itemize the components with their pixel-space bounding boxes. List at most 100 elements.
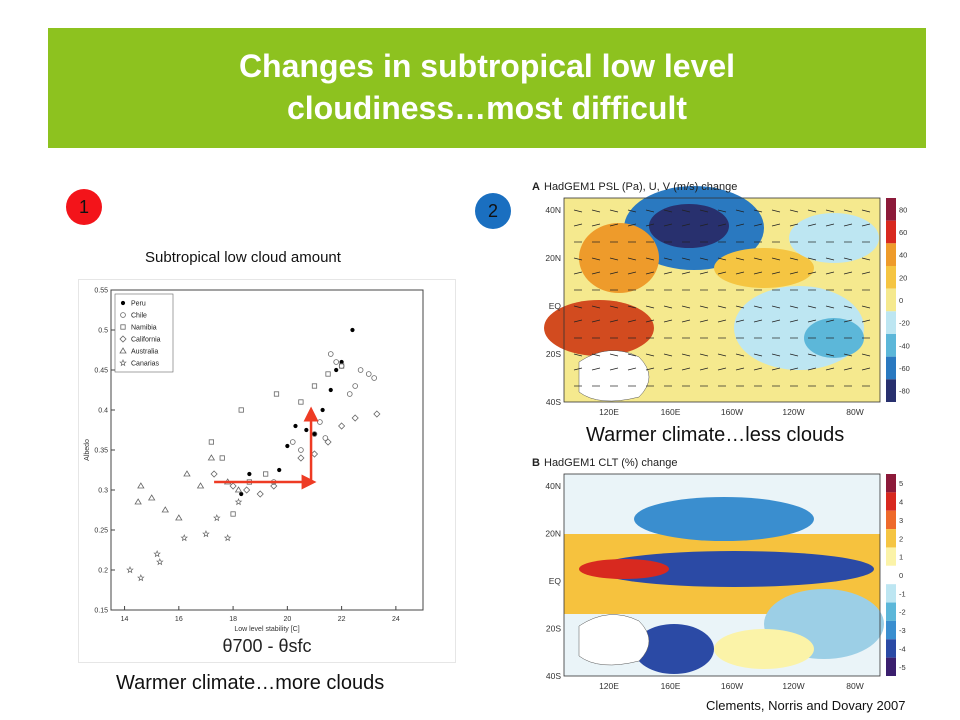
colorbar-tick: -60 [899, 364, 910, 373]
wind-vector [771, 271, 781, 275]
data-point [161, 506, 169, 513]
wind-vector [753, 223, 763, 227]
data-point [137, 574, 145, 582]
colorbar-segment [886, 288, 896, 312]
colorbar-tick: -3 [899, 626, 906, 635]
wind-vector [807, 367, 817, 371]
colorbar-tick: -1 [899, 589, 906, 598]
lon-label: 120E [599, 407, 619, 417]
scatter-title: Subtropical low cloud amount [145, 249, 341, 266]
map-field [544, 186, 880, 402]
y-tick-label: 0.2 [98, 568, 108, 575]
data-point [119, 347, 127, 354]
wind-vector [681, 353, 691, 357]
wind-vector [771, 319, 781, 323]
colorbar-tick: 5 [899, 479, 903, 488]
y-tick-label: 0.15 [94, 608, 108, 615]
wind-vector [591, 319, 601, 323]
wind-vector [645, 223, 655, 227]
data-point [234, 498, 243, 506]
wind-vector [843, 367, 853, 371]
wind-vector [861, 209, 871, 213]
wind-vector [699, 305, 709, 309]
lat-label: 40N [545, 481, 561, 491]
wind-vector [627, 271, 637, 275]
lat-label: EQ [549, 301, 562, 311]
y-tick-label: 0.25 [94, 528, 108, 535]
wind-vector [609, 209, 619, 213]
map-b: B HadGEM1 CLT (%) change 40N 20N EQ 20S 40S 120… [528, 452, 918, 700]
wind-vector [681, 319, 691, 323]
wind-vector [753, 353, 763, 357]
wind-vector [825, 367, 835, 371]
x-tick-label: 16 [175, 616, 183, 623]
wind-vector [681, 257, 691, 261]
wind-vector [717, 353, 727, 357]
map-a-image: A HadGEM1 PSL (Pa), U, V (m/s) change 40N 2… [532, 181, 910, 417]
colorbar-segment [886, 510, 896, 530]
wind-vector [591, 367, 601, 371]
badge-2: 2 [475, 193, 511, 229]
wind-vector [735, 257, 745, 261]
wind-vector [645, 367, 655, 371]
wind-vector [609, 353, 619, 357]
wind-vector [573, 305, 583, 309]
data-point [207, 454, 216, 461]
wind-vector [771, 209, 781, 213]
data-point [352, 383, 358, 389]
wind-vector [591, 305, 601, 309]
colorbar: 80 60 40 20 0 -20 -40 -60 -80 [886, 198, 910, 402]
wind-vector [843, 319, 853, 323]
data-point [312, 431, 317, 437]
wind-vector [627, 305, 637, 309]
data-point [289, 439, 296, 445]
wind-vector [591, 257, 601, 261]
map-title: HadGEM1 PSL (Pa), U, V (m/s) change [544, 181, 737, 193]
data-point [270, 482, 278, 490]
data-point [229, 482, 237, 490]
wind-vector [645, 319, 655, 323]
data-point [147, 494, 156, 501]
wind-vector [681, 271, 691, 275]
wind-vector [753, 319, 763, 323]
wind-vector [753, 209, 763, 213]
colorbar-tick: 0 [899, 296, 903, 305]
wind-vector [789, 305, 799, 309]
data-point [317, 419, 323, 425]
wind-vector [573, 367, 583, 371]
wind-vector [663, 367, 673, 371]
wind-vector [807, 257, 817, 261]
wind-vector [609, 305, 619, 309]
colorbar-tick: 1 [899, 553, 903, 562]
data-point [234, 486, 243, 493]
wind-vector [627, 367, 637, 371]
data-point [134, 498, 142, 505]
colorbar-segment [886, 639, 896, 658]
wind-vector [591, 353, 601, 357]
data-point [298, 447, 304, 453]
wind-vector [663, 257, 673, 261]
data-point [339, 363, 345, 369]
lon-label: 160E [661, 407, 681, 417]
legend-box [114, 293, 174, 373]
wind-vector [573, 257, 583, 261]
wind-vector [735, 271, 745, 275]
colorbar-segment [886, 565, 896, 585]
cloud-increase [579, 559, 669, 579]
wind-vector [663, 305, 673, 309]
wind-vector [573, 209, 583, 213]
colorbar-segment [886, 620, 896, 640]
wind-vector [681, 223, 691, 227]
wind-vector [735, 319, 745, 323]
wind-vector [627, 209, 637, 213]
wind-vector [825, 319, 835, 323]
wind-vector [645, 271, 655, 275]
wind-vector [663, 271, 673, 275]
wind-vector [825, 257, 835, 261]
data-point [230, 511, 236, 517]
wind-vector [771, 305, 781, 309]
wind-vector [627, 223, 637, 227]
badge-1: 1 [66, 189, 102, 225]
wind-vector [663, 353, 673, 357]
lat-label: 20S [546, 349, 561, 359]
